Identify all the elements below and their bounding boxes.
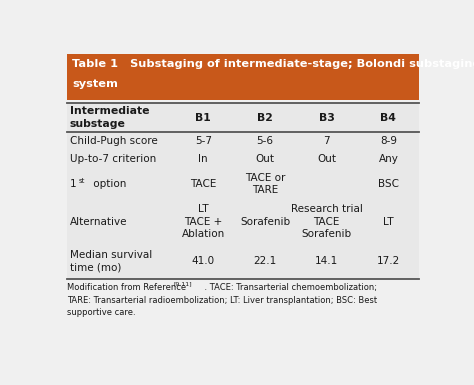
Text: 7: 7 <box>323 136 330 146</box>
Text: Intermediate
substage: Intermediate substage <box>70 106 149 129</box>
Text: system: system <box>72 79 118 89</box>
Text: Alternative: Alternative <box>70 217 127 227</box>
Text: BSC: BSC <box>378 179 399 189</box>
Text: 8-9: 8-9 <box>380 136 397 146</box>
Text: B4: B4 <box>381 113 396 123</box>
Text: 22.1: 22.1 <box>253 256 277 266</box>
Text: Child-Pugh score: Child-Pugh score <box>70 136 157 146</box>
Text: LT
TACE +
Ablation: LT TACE + Ablation <box>182 204 225 239</box>
Text: Out: Out <box>317 154 336 164</box>
Text: 41.0: 41.0 <box>191 256 215 266</box>
Bar <box>66 54 419 100</box>
Text: Sorafenib: Sorafenib <box>240 217 290 227</box>
Text: st: st <box>79 178 85 184</box>
Text: LT: LT <box>383 217 394 227</box>
Bar <box>66 103 419 279</box>
Text: option: option <box>90 179 126 189</box>
Text: B2: B2 <box>257 113 273 123</box>
Text: 17.2: 17.2 <box>377 256 400 266</box>
Text: TACE or
TARE: TACE or TARE <box>245 172 285 195</box>
Text: Up-to-7 criterion: Up-to-7 criterion <box>70 154 156 164</box>
Text: Out: Out <box>255 154 274 164</box>
Text: [9,11]: [9,11] <box>174 281 192 286</box>
Text: B3: B3 <box>319 113 335 123</box>
Text: 5-7: 5-7 <box>195 136 212 146</box>
Text: 5-6: 5-6 <box>256 136 273 146</box>
Text: Any: Any <box>378 154 398 164</box>
Text: Median survival
time (mo): Median survival time (mo) <box>70 250 152 272</box>
Text: B1: B1 <box>195 113 211 123</box>
Text: TACE: TACE <box>190 179 217 189</box>
Text: Modification from Reference       . TACE: Transarterial chemoembolization;
TARE:: Modification from Reference . TACE: Tran… <box>66 283 377 316</box>
Text: Table 1   Substaging of intermediate-stage; Bolondi substaging: Table 1 Substaging of intermediate-stage… <box>72 59 474 69</box>
Text: Research trial
TACE
Sorafenib: Research trial TACE Sorafenib <box>291 204 363 239</box>
Text: 1: 1 <box>70 179 76 189</box>
Text: In: In <box>199 154 208 164</box>
Text: 14.1: 14.1 <box>315 256 338 266</box>
